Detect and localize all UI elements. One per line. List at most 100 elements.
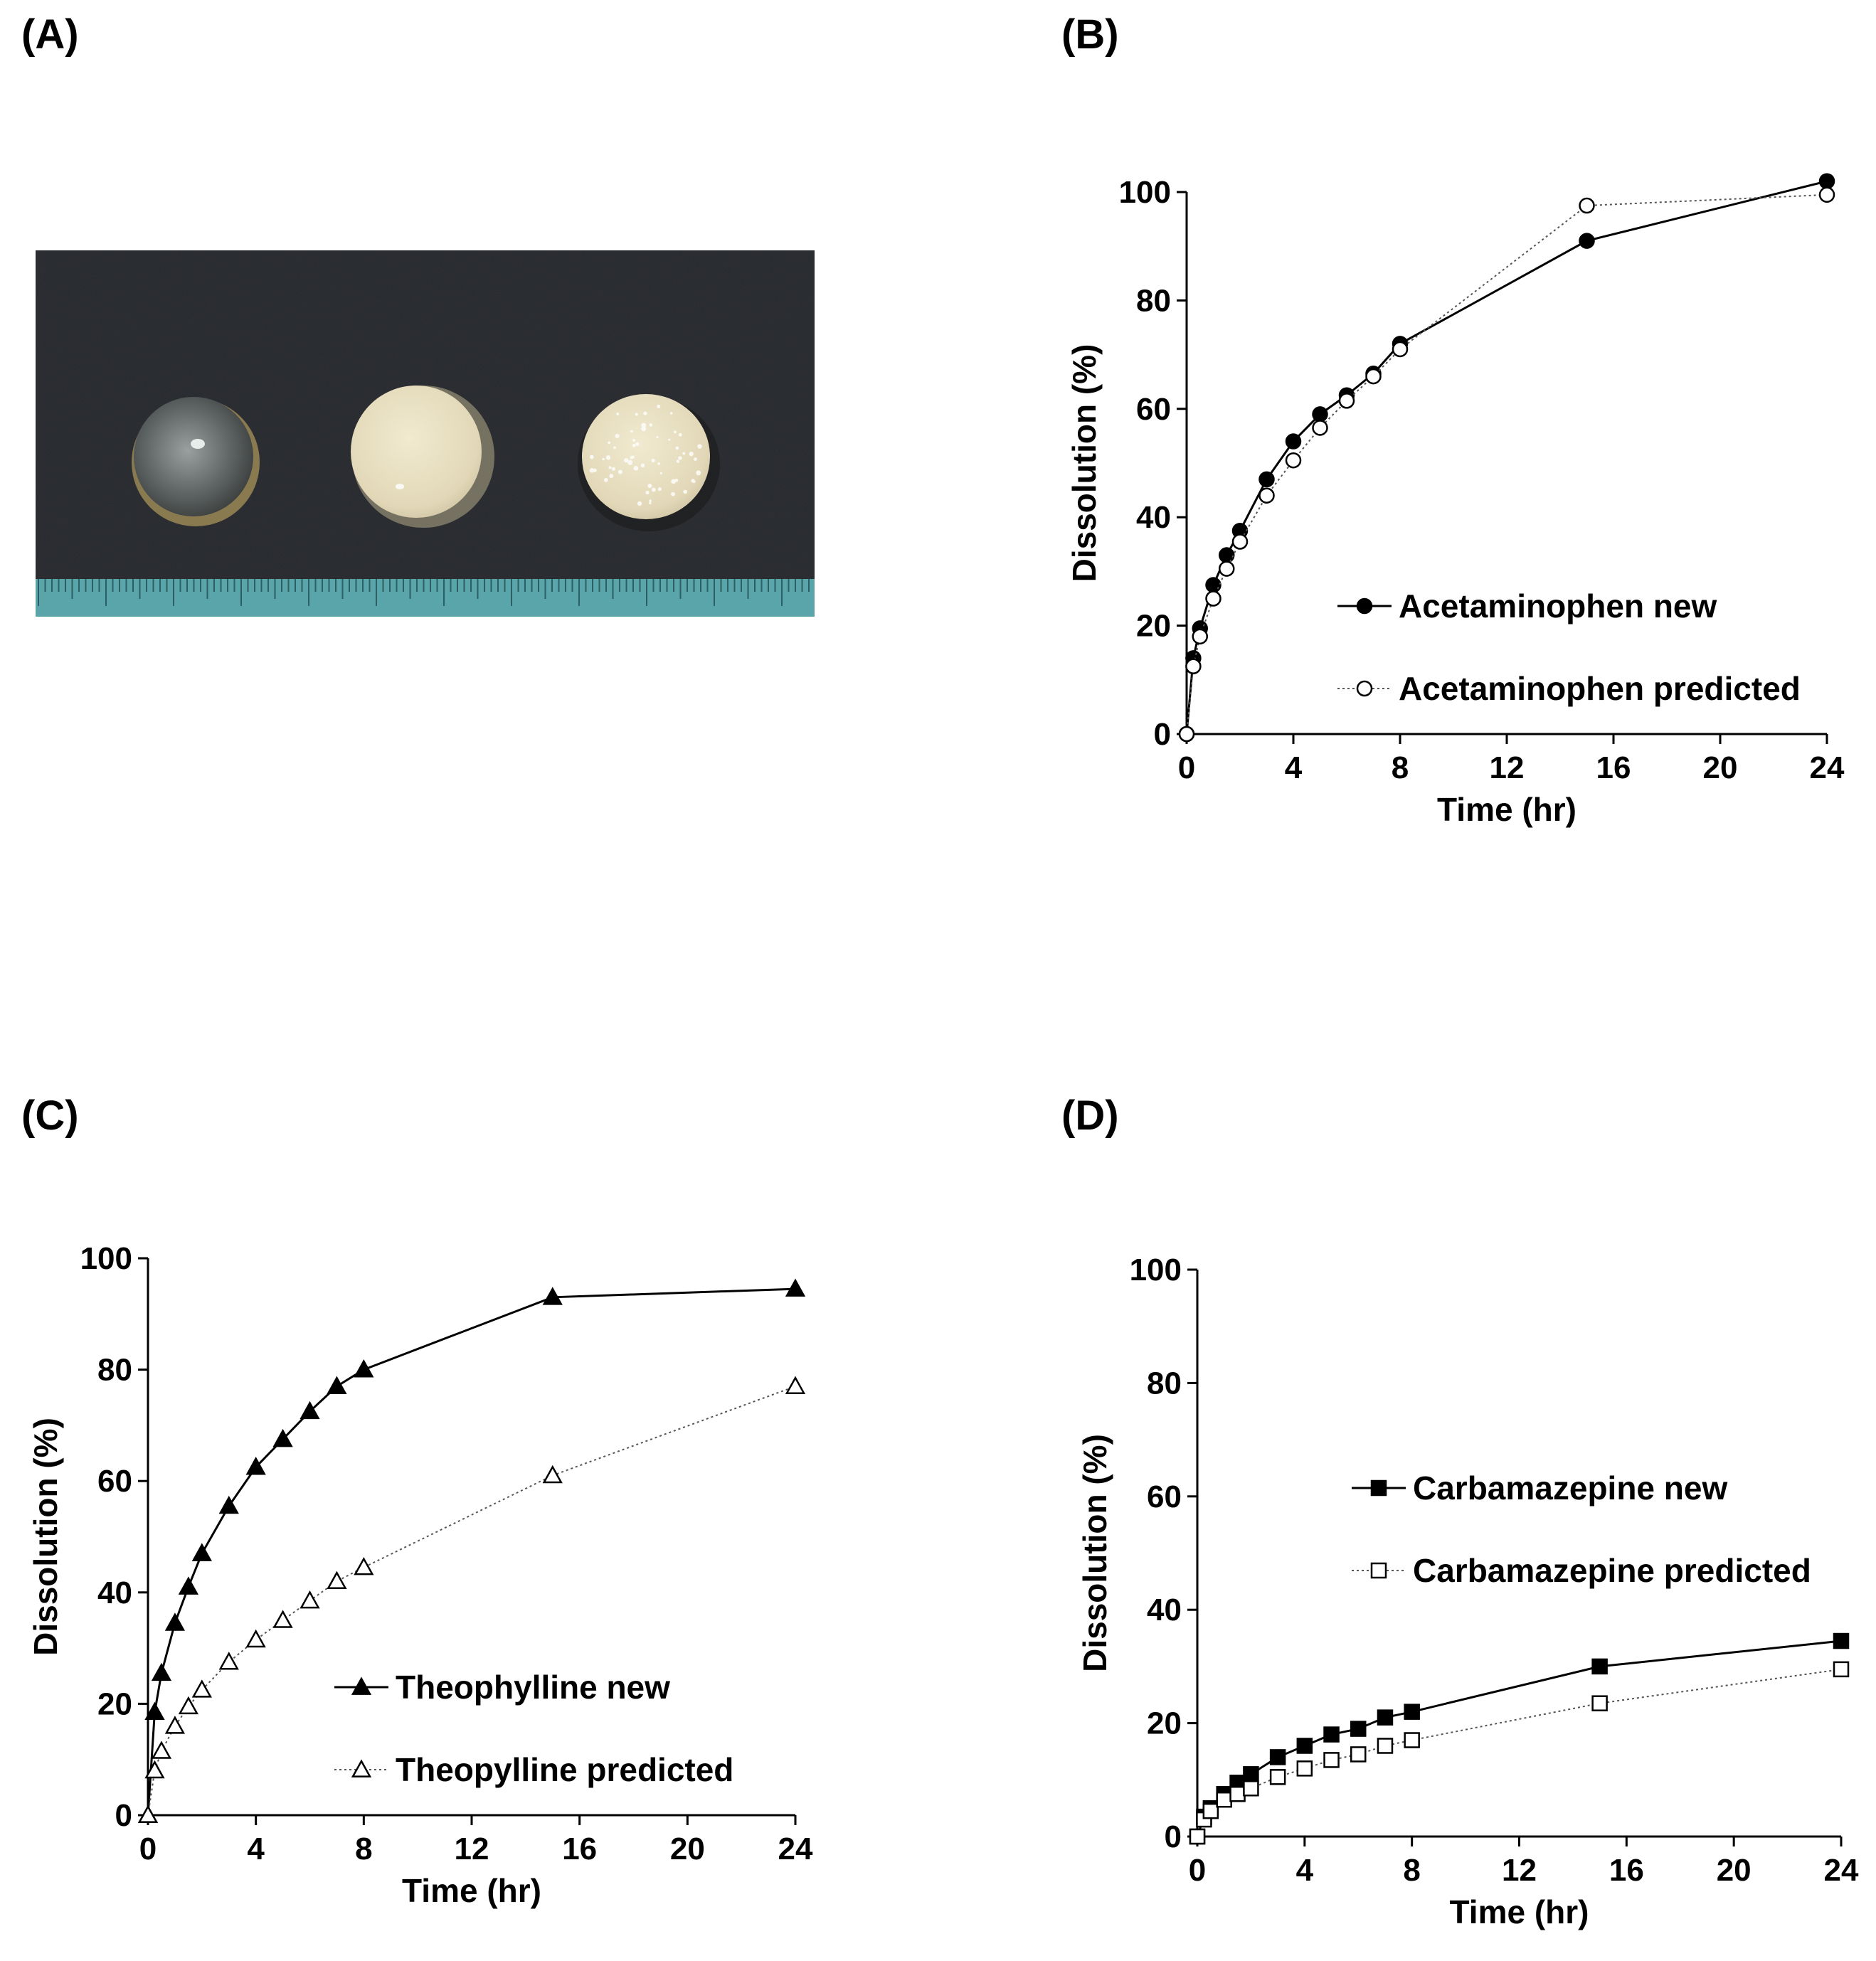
y-tick-label: 100 [1119,175,1171,210]
legend-entry: Theopylline predicted [334,1751,733,1788]
data-point [1285,452,1302,469]
data-point [178,1696,198,1715]
data-point [1258,487,1275,504]
x-tick-label: 4 [247,1832,265,1866]
y-axis-label: Dissolution (%) [1066,344,1103,583]
transparent-tablet [132,397,260,526]
legend-entry: Acetaminophen predicted [1337,670,1801,707]
data-point [178,1576,198,1595]
data-point [1296,1738,1313,1754]
data-point [327,1376,347,1394]
x-tick-label: 20 [1703,750,1738,785]
data-point [1833,1632,1850,1649]
legend-marker [1370,1562,1387,1579]
data-point [144,1760,165,1779]
x-axis-label: Time (hr) [402,1872,541,1909]
white-tablet [351,386,494,528]
data-point [1312,420,1328,436]
data-point [1392,341,1409,358]
x-tick-label: 0 [1189,1853,1206,1888]
y-tick-label: 80 [1136,283,1171,318]
data-point [191,1543,212,1561]
data-point [245,1629,266,1648]
data-point [1269,1769,1286,1785]
data-point [1185,658,1202,674]
series-line [1197,1668,1842,1837]
x-tick-label: 8 [355,1832,372,1866]
legend-marker [351,1759,372,1777]
legend-entry: Carbamazepine predicted [1352,1552,1811,1589]
x-tick-label: 12 [455,1832,489,1866]
x-tick-label: 24 [1824,1853,1859,1888]
series-theopylline-predicted [137,1376,806,1823]
data-point [1579,233,1595,249]
panel-label-d: (D) [1061,1093,1119,1139]
panel-label-c: (C) [21,1093,79,1139]
chart-c: 0 4 8 12 16 20 24 0 20 40 60 80 100 Time (hr) Dissolut… [27,1241,813,1909]
x-tick-label: 16 [1609,1853,1644,1888]
panel-label-a: (A) [21,11,79,58]
data-point [1258,471,1275,488]
x-tick-label: 0 [139,1832,157,1866]
x-tick-label: 24 [1810,750,1845,785]
data-point [542,1465,563,1484]
y-tick-label: 0 [1165,1819,1182,1854]
data-point [1202,1802,1219,1819]
y-tick-label: 80 [97,1353,132,1388]
x-tick-label: 8 [1403,1853,1420,1888]
data-point [785,1376,806,1394]
data-point [1579,197,1595,214]
series-acetaminophen-new [1178,173,1835,743]
data-point [300,1590,320,1609]
x-axis-label: Time (hr) [1450,1893,1589,1930]
data-point [245,1457,266,1475]
data-point [137,1805,159,1823]
data-point [542,1287,563,1305]
data-point [1350,1746,1367,1763]
data-point [1269,1749,1286,1765]
legend-label: Carbamazepine new [1413,1470,1727,1506]
data-point [354,1556,374,1575]
data-point [327,1571,347,1589]
y-tick-label: 100 [1130,1253,1182,1287]
legend-label: Theophylline new [396,1669,670,1706]
series-line [1186,193,1828,735]
series-theophylline-new [137,1278,806,1823]
data-point [1189,1828,1206,1845]
legend-label: Carbamazepine predicted [1413,1552,1811,1589]
legend-label: Acetaminophen new [1399,588,1717,625]
ruler [36,579,815,617]
data-point [1818,173,1835,190]
data-point [1192,628,1208,645]
data-point [1219,560,1235,577]
data-point [272,1428,293,1447]
data-point [300,1401,320,1420]
data-point [785,1278,806,1297]
data-point [1833,1661,1850,1678]
y-tick-label: 60 [1147,1479,1182,1514]
x-tick-label: 20 [1717,1853,1752,1888]
chart-d: 0 4 8 12 16 20 24 0 20 40 60 80 100 Time (hr) Dissolut… [1076,1253,1859,1930]
y-tick-label: 20 [97,1686,132,1721]
data-point [144,1701,165,1720]
y-tick-label: 80 [1147,1366,1182,1401]
data-point [1205,590,1221,607]
data-point [164,1716,186,1734]
y-tick-label: 20 [1136,609,1171,644]
data-point [151,1741,172,1759]
y-tick-label: 40 [97,1575,132,1610]
data-point [1818,186,1835,203]
x-tick-label: 16 [1596,750,1631,785]
y-tick-label: 40 [1136,500,1171,535]
ruler-ticks [38,579,810,606]
y-tick-label: 0 [1154,717,1171,752]
legend-label: Theopylline predicted [396,1751,733,1788]
x-tick-label: 8 [1392,750,1409,785]
data-point [1229,1785,1246,1802]
data-point [1404,1732,1420,1748]
series-line [1196,1640,1842,1837]
data-point [1205,577,1221,593]
data-point [1338,393,1355,409]
y-tick-label: 60 [1136,392,1171,427]
chart-b: 0 4 8 12 16 20 24 0 20 40 60 80 100 Time (hr) Dissolut… [1066,173,1845,828]
